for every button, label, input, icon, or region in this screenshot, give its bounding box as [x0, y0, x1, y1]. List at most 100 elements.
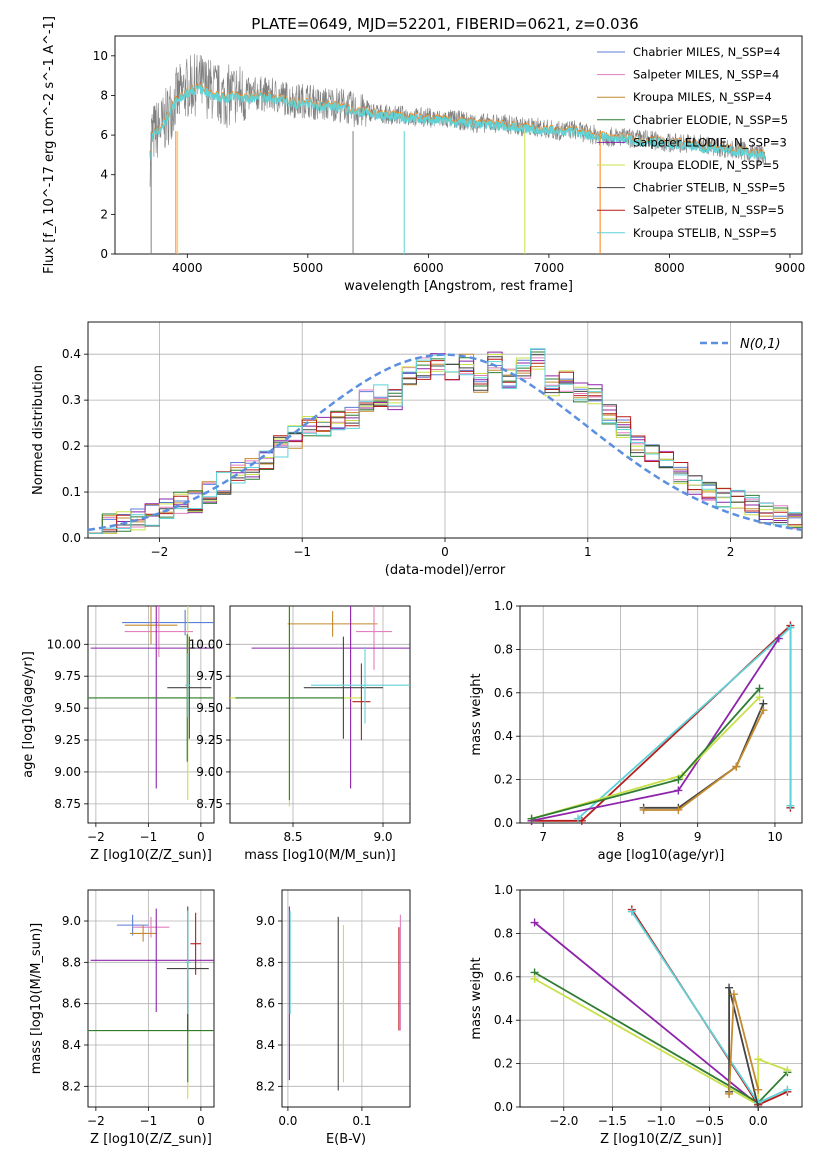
x-axis-label: (data-model)/error [385, 563, 506, 578]
errorbar-point [167, 636, 212, 739]
weight-line-salpeter-stelib [531, 623, 792, 822]
tick-label-y: 10 [93, 49, 108, 63]
tick-label-x: −2 [87, 1114, 105, 1128]
tick-label-y: 0.0 [62, 531, 81, 545]
tick-label-x: 8000 [654, 261, 685, 275]
x-axis-label: Z [log10(Z/Z_sun)] [90, 1132, 212, 1147]
tick-label-x: −1 [140, 1114, 158, 1128]
legend-entry: N(0,1) [740, 337, 781, 352]
tick-label-x: −1 [140, 830, 158, 844]
tick-label-y: 9.50 [54, 701, 81, 715]
y-axis-label: Normed distribution [31, 365, 46, 495]
weight-line-salpeter-elodie [531, 638, 780, 822]
tick-label-y: 9.0 [256, 914, 275, 928]
weight-marker [786, 801, 795, 810]
y-axis-label: Flux [f_λ 10^-17 erg cm^-2 s^-1 A^-1] [42, 16, 57, 274]
axes-age_vs_mass: 8.5 9.0 8.75 9.00 9.25 9.50 9.75 10.00 mass [log… [189, 605, 411, 863]
tick-label-y: 9.75 [196, 669, 223, 683]
weight-line-kroupa-elodie [534, 978, 788, 1107]
tick-label-x: −1.5 [598, 1114, 627, 1128]
legend-entry: Chabrier ELODIE, N_SSP=5 [633, 113, 788, 127]
tick-label-x: −2 [151, 545, 169, 559]
tick-label-x: 5000 [293, 261, 324, 275]
tick-label-x: 9000 [775, 261, 806, 275]
axes-frame [114, 35, 803, 255]
tick-label-x: 8.5 [283, 830, 302, 844]
weight-marker [783, 1085, 792, 1094]
weight-marker [729, 990, 738, 999]
tick-label-y: 0.3 [62, 393, 81, 407]
tick-label-y: 9.00 [196, 765, 223, 779]
weight-marker [639, 805, 648, 814]
x-axis-label: mass [log10(M/M_sun)] [244, 848, 396, 863]
tick-label-x: −1 [293, 545, 311, 559]
weight-marker [774, 634, 783, 643]
weight-marker [759, 706, 768, 715]
errorbar-point [124, 606, 178, 645]
weight-marker [754, 1103, 763, 1111]
errorbar-point [132, 916, 170, 938]
tick-label-y: 9.25 [196, 733, 223, 747]
weight-line-kroupa-miles [643, 709, 765, 811]
tick-label-y: 0.1 [62, 485, 81, 499]
axes-frame [519, 605, 803, 824]
axes-mass_vs_Z: −2 −1 0 8.2 8.4 8.6 8.8 9.0 Z [log10(Z/Z_sun)] ma… [29, 889, 215, 1147]
tick-label-y: 0.2 [62, 439, 81, 453]
y-axis-label: mass [log10(M/M_sun)] [29, 923, 44, 1075]
errorbar-point [251, 606, 410, 789]
tick-label-y: 0.4 [62, 347, 81, 361]
tick-label-y: 0.2 [494, 1057, 513, 1071]
errorbar-point [185, 653, 191, 718]
tick-label-x: 0.0 [749, 1114, 768, 1128]
errorbar-point [287, 611, 378, 637]
tick-label-y: 0.4 [494, 729, 513, 743]
errorbar-point [311, 646, 410, 724]
tick-label-x: −2 [87, 830, 105, 844]
x-axis-label: E(B-V) [326, 1132, 366, 1147]
tick-label-y: 8.2 [256, 1079, 275, 1093]
weight-marker [732, 762, 741, 771]
x-axis-label: Z [log10(Z/Z_sun)] [600, 1132, 722, 1147]
tick-label-y: 9.50 [196, 701, 223, 715]
legend-entry: Kroupa MILES, N_SSP=4 [633, 90, 772, 104]
tick-label-y: 4 [100, 168, 108, 182]
legend-entry: Kroupa ELODIE, N_SSP=5 [633, 158, 779, 172]
errorbar-point [124, 606, 193, 658]
tick-label-y: 8 [100, 88, 108, 102]
tick-label-y: 8.75 [196, 797, 223, 811]
tick-label-y: 2 [100, 207, 108, 221]
tick-label-y: 0.0 [494, 1100, 513, 1114]
axes-frame [87, 889, 215, 1108]
axes-age_vs_Z: −2 −1 0 8.75 9.00 9.25 9.50 9.75 10.00 Z [log10(Z… [21, 605, 215, 863]
tick-label-x: 0.0 [278, 1114, 297, 1128]
weight-marker [754, 1085, 763, 1094]
tick-label-y: 9.25 [54, 733, 81, 747]
tick-label-y: 8.8 [62, 955, 81, 969]
y-axis-label: mass weight [469, 673, 484, 755]
tick-label-x: 0 [197, 830, 205, 844]
tick-label-x: 0.1 [352, 1114, 371, 1128]
tick-label-x: 0 [441, 545, 449, 559]
tick-label-x: 0 [197, 1114, 205, 1128]
errorbar-point [235, 606, 344, 801]
weight-marker [754, 1055, 763, 1064]
weight-marker [530, 918, 539, 927]
weight-line-chabrier-elodie [531, 687, 761, 820]
y-axis-label: age [log10(age/yr)] [21, 651, 36, 778]
weight-marker [674, 805, 683, 814]
x-axis-label: Z [log10(Z/Z_sun)] [90, 848, 212, 863]
errorbar-point [130, 925, 157, 942]
axes-frame [87, 321, 803, 539]
tick-label-y: 0.8 [494, 926, 513, 940]
tick-label-y: 8.6 [62, 997, 81, 1011]
weight-marker [674, 775, 683, 784]
histogram-step-kroupa-stelib [88, 348, 802, 534]
tick-label-x: 2 [727, 545, 735, 559]
tick-label-x: 10 [767, 830, 782, 844]
figure-title: PLATE=0649, MJD=52201, FIBERID=0621, z=0… [251, 15, 638, 33]
tick-label-x: 9 [694, 830, 702, 844]
errorbar-point [303, 636, 383, 739]
weight-marker [627, 907, 636, 916]
x-axis-label: age [log10(age/yr)] [598, 848, 725, 863]
tick-label-y: 8.4 [62, 1038, 81, 1052]
